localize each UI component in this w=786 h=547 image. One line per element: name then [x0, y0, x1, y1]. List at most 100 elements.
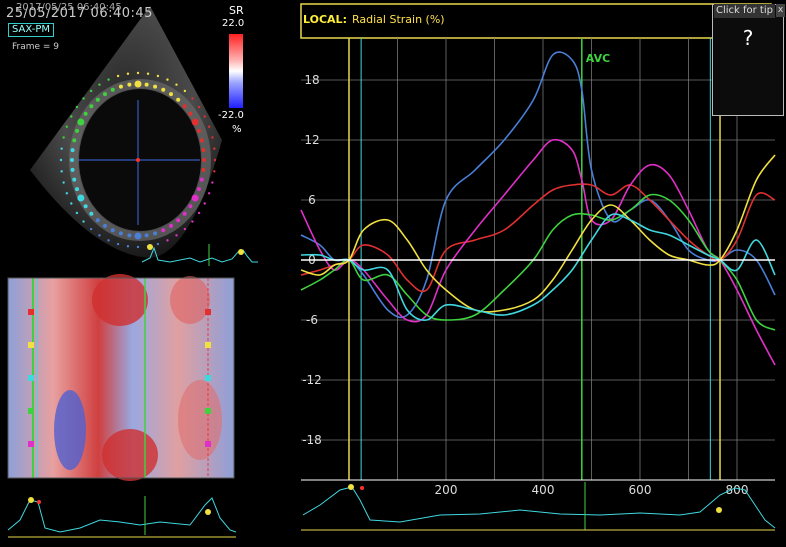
tracking-point — [161, 228, 166, 233]
tracking-point — [83, 111, 88, 116]
outer-tracking-point — [107, 239, 110, 242]
outer-tracking-point — [60, 147, 63, 150]
tracking-point — [110, 87, 115, 92]
tip-panel[interactable] — [712, 4, 784, 116]
outer-tracking-point — [59, 158, 63, 162]
outer-tracking-point — [183, 89, 187, 93]
tracking-point — [70, 148, 75, 153]
outer-tracking-point — [166, 239, 169, 242]
outer-tracking-point — [136, 245, 140, 249]
timestamp-overlay: 2017/05/25 06:40:45 — [16, 2, 122, 13]
tracking-point — [103, 92, 107, 97]
outer-tracking-point — [75, 105, 79, 109]
tracking-point — [134, 80, 142, 88]
outer-tracking-point — [207, 192, 211, 195]
tip-question-mark: ? — [742, 26, 754, 50]
outer-tracking-point — [166, 78, 169, 81]
outer-tracking-point — [70, 202, 73, 205]
outer-tracking-point — [98, 234, 101, 237]
y-tick-label: 6 — [308, 193, 316, 207]
colorbar-max: 22.0 — [222, 18, 245, 29]
tracking-point — [77, 194, 85, 202]
tracking-point — [191, 118, 199, 126]
segment-marker — [28, 309, 34, 315]
outer-tracking-point — [126, 72, 130, 75]
tracking-point — [161, 87, 166, 92]
tracking-point — [144, 82, 149, 87]
outer-tracking-point — [211, 136, 214, 139]
event-marker-label: AVC — [586, 52, 610, 65]
segment-marker — [28, 342, 34, 348]
x-tick-label: 600 — [629, 483, 652, 497]
outer-tracking-point — [62, 181, 65, 184]
chart-title-prefix: LOCAL: — [303, 13, 347, 26]
y-tick-label: 18 — [304, 73, 319, 87]
y-tick-label: 12 — [304, 133, 319, 147]
segment-marker — [28, 408, 34, 414]
outer-tracking-point — [197, 211, 201, 215]
tracking-point — [153, 231, 158, 236]
outer-tracking-point — [191, 220, 194, 223]
strain-series-line — [300, 213, 776, 321]
tracking-point — [202, 158, 206, 162]
mmode-ecg-trace — [7, 496, 237, 538]
outer-tracking-point — [75, 211, 79, 215]
outer-tracking-point — [62, 136, 65, 139]
outer-tracking-point — [191, 97, 194, 100]
tracking-point — [191, 194, 199, 202]
tracking-point — [110, 228, 115, 233]
outer-tracking-point — [203, 115, 206, 118]
outer-tracking-point — [213, 147, 216, 150]
tracking-point — [72, 138, 77, 143]
x-tick-labels: 200 400 600 800 — [435, 483, 749, 497]
colorbar-min: -22.0 — [218, 110, 244, 121]
tracking-point — [134, 232, 142, 240]
tracking-point — [95, 97, 100, 102]
tracking-point — [95, 218, 100, 223]
tracking-point — [153, 84, 158, 89]
outer-tracking-point — [82, 97, 85, 100]
tracking-point — [169, 223, 173, 228]
click-for-tip-button[interactable]: Click for tip — [714, 4, 775, 18]
outer-tracking-point — [213, 158, 217, 162]
strain-series-line — [300, 154, 776, 313]
mmode-parametric-map[interactable] — [7, 274, 235, 481]
segment-marker — [205, 342, 211, 348]
tracking-point — [83, 204, 88, 209]
outer-tracking-point — [116, 242, 120, 246]
tracking-point — [77, 118, 85, 126]
segment-marker — [205, 408, 211, 414]
outer-tracking-point — [203, 202, 206, 205]
y-tick-label: -6 — [306, 313, 318, 327]
outer-tracking-point — [183, 227, 187, 231]
outer-tracking-point — [89, 89, 93, 93]
outer-tracking-point — [136, 71, 140, 75]
segment-marker — [205, 375, 211, 381]
timestamp: 25/05/2017 06:40:45 — [6, 6, 153, 21]
tracking-point — [70, 158, 74, 162]
tracking-point — [182, 211, 187, 216]
tracking-point — [196, 187, 201, 192]
tracking-point — [188, 204, 193, 209]
colorbar-unit: % — [232, 124, 242, 135]
segment-marker — [205, 441, 211, 447]
chart-ecg-trace — [301, 482, 776, 531]
segment-tracking-ring[interactable] — [59, 71, 217, 249]
outer-tracking-point — [65, 125, 69, 128]
tracking-point — [103, 223, 107, 228]
colorbar-label: SR — [229, 4, 244, 17]
outer-tracking-point — [211, 181, 214, 184]
outer-tracking-point — [60, 170, 63, 173]
echo-ecg-trace — [141, 244, 258, 266]
outer-tracking-point — [175, 83, 178, 86]
outer-tracking-point — [65, 192, 69, 195]
strain-series-line — [300, 51, 776, 319]
strain-series-line — [300, 193, 776, 331]
tip-close-button[interactable]: x — [776, 4, 785, 17]
tracking-point — [144, 233, 149, 238]
x-tick-label: 200 — [435, 483, 458, 497]
view-badge[interactable]: SAX-PM — [8, 23, 54, 37]
